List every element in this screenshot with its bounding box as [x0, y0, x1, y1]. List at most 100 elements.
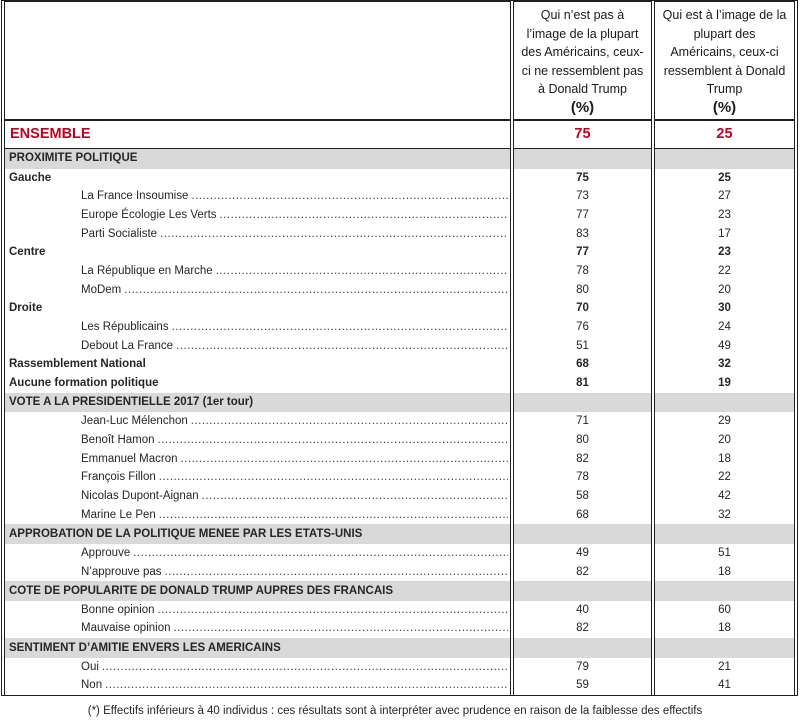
row-label-text: N’approuve pas [81, 565, 162, 578]
row-label: Les Républicains [4, 318, 511, 337]
value-cell: 81 [513, 374, 652, 393]
row-label: Aucune formation politique [4, 374, 511, 393]
section-empty-cell [513, 581, 652, 601]
row-label-text: Non [81, 679, 103, 692]
value-cell: 73 [513, 187, 652, 206]
value-cell: 40 [513, 600, 652, 620]
table-body: ENSEMBLE 75 25 PROXIMITE POLITIQUE Gauche… [4, 120, 795, 695]
value-cell: 19 [654, 374, 795, 393]
row-label: Europe Écologie Les Verts [4, 205, 511, 225]
ensemble-row: ENSEMBLE 75 25 [4, 120, 795, 149]
row-label: N’approuve pas [4, 562, 511, 582]
table-row: Rassemblement National 68 32 [4, 355, 795, 375]
value-cell: 77 [513, 243, 652, 262]
section-empty-cell [513, 638, 652, 658]
footnote: (*) Effectifs inférieurs à 40 individus … [87, 705, 703, 717]
ensemble-value-1: 75 [513, 120, 652, 149]
value-cell: 78 [513, 468, 652, 487]
row-label: François Fillon [4, 468, 511, 487]
table-row: Centre 77 23 [4, 243, 795, 262]
dot-leader [216, 262, 508, 281]
row-label-text: Oui [81, 660, 99, 673]
section-title: SENTIMENT D’AMITIE ENVERS LES AMERICAINS [4, 638, 511, 658]
row-label: MoDem [4, 280, 511, 300]
dot-leader [133, 544, 508, 563]
value-cell: 21 [654, 657, 795, 677]
column-title: Qui est à l’image de la plupart des Amér… [662, 8, 787, 96]
value-cell: 70 [513, 299, 652, 318]
row-label: Marine Le Pen [4, 505, 511, 525]
value-cell: 18 [654, 449, 795, 469]
row-label-text: Debout La France [81, 339, 174, 352]
row-label: Debout La France [4, 336, 511, 356]
dot-leader [158, 601, 508, 620]
value-cell: 23 [654, 243, 795, 262]
row-label: Benoît Hamon [4, 430, 511, 450]
section-empty-cell [654, 149, 795, 169]
section-empty-cell [654, 638, 795, 658]
value-cell: 17 [654, 224, 795, 244]
column-header-not-like-trump: Qui n’est pas à l’image de la plupart de… [513, 1, 652, 120]
column-header-like-trump: Qui est à l’image de la plupart des Amér… [654, 1, 795, 120]
value-cell: 18 [654, 562, 795, 582]
section-empty-cell [513, 524, 652, 544]
section-empty-cell [654, 524, 795, 544]
dot-leader [105, 676, 508, 695]
row-label-text: La France Insoumise [81, 190, 189, 203]
dot-leader [191, 412, 508, 431]
section-title: APPROBATION DE LA POLITIQUE MENEE PAR LE… [4, 524, 511, 544]
value-cell: 76 [513, 318, 652, 337]
row-label: Droite [4, 299, 511, 318]
dot-leader [181, 450, 508, 469]
section-title: VOTE A LA PRESIDENTIELLE 2017 (1er tour) [4, 392, 511, 413]
value-cell: 32 [654, 505, 795, 525]
dot-leader [220, 206, 508, 225]
section-empty-cell [513, 149, 652, 169]
row-label-text: Jean-Luc Mélenchon [81, 415, 188, 428]
row-label: Gauche [4, 168, 511, 188]
value-cell: 20 [654, 430, 795, 450]
section-empty-cell [654, 392, 795, 413]
dot-leader [165, 563, 508, 582]
row-label: Parti Socialiste [4, 224, 511, 244]
row-label: Non [4, 676, 511, 695]
value-cell: 68 [513, 355, 652, 375]
row-label-text: Approuve [81, 546, 131, 559]
value-cell: 30 [654, 299, 795, 318]
row-label: Bonne opinion [4, 600, 511, 620]
value-cell: 49 [513, 543, 652, 563]
row-label-text: Emmanuel Macron [81, 452, 178, 465]
row-label: Nicolas Dupont-Aignan [4, 487, 511, 506]
value-cell: 32 [654, 355, 795, 375]
dot-leader [160, 225, 508, 244]
row-label-text: Mauvaise opinion [81, 622, 171, 635]
value-cell: 23 [654, 205, 795, 225]
value-cell: 51 [513, 336, 652, 356]
dot-leader [102, 658, 508, 677]
value-cell: 60 [654, 600, 795, 620]
value-cell: 80 [513, 430, 652, 450]
header-row: Qui n’est pas à l’image de la plupart de… [4, 1, 795, 120]
row-label-text: François Fillon [81, 471, 156, 484]
ensemble-value-2: 25 [654, 120, 795, 149]
value-cell: 82 [513, 562, 652, 582]
percent-label: (%) [712, 98, 737, 116]
table-header: Qui n’est pas à l’image de la plupart de… [4, 1, 795, 120]
dot-leader [124, 281, 508, 300]
row-label-text: Nicolas Dupont-Aignan [81, 490, 199, 503]
dot-leader [202, 487, 508, 506]
row-label-text: Marine Le Pen [81, 508, 156, 521]
